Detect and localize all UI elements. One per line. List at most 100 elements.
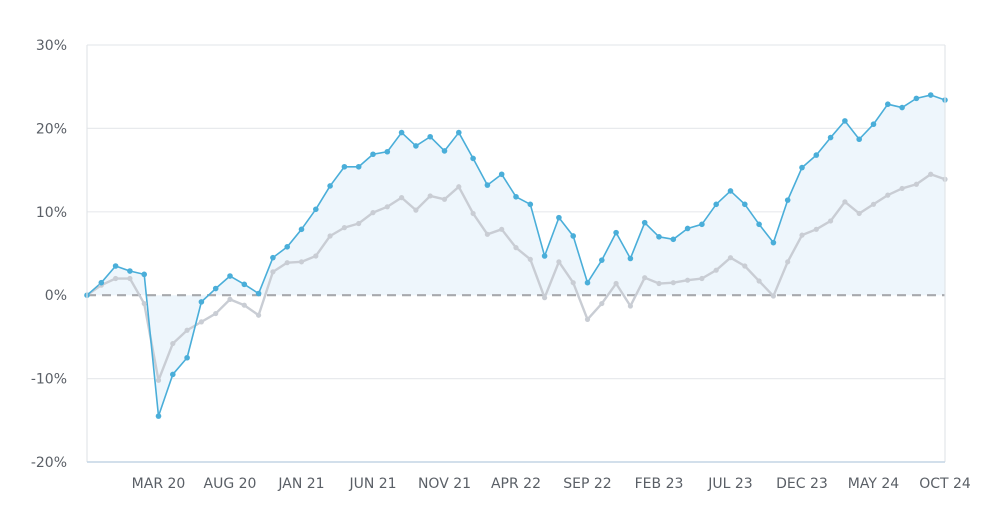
series-1-area (87, 95, 945, 417)
series-1-point (398, 129, 405, 136)
series-2-point (870, 201, 877, 207)
series-1-point (227, 273, 233, 279)
series-2-point (441, 196, 448, 202)
series-2-point (399, 195, 405, 201)
series-2-point (298, 259, 305, 265)
series-2-point (227, 296, 233, 302)
x-tick-label: DEC 23 (776, 476, 828, 492)
series-2-point (828, 218, 834, 224)
series-1-point (184, 354, 190, 361)
series-1-point (842, 118, 848, 124)
series-2-point (484, 231, 490, 237)
series-1-point (170, 371, 176, 378)
series-1-point (370, 151, 376, 158)
series-2-point (928, 171, 934, 177)
x-tick-label: JUN 21 (348, 476, 396, 492)
series-1-point (441, 148, 448, 154)
series-2-point (556, 259, 562, 265)
series-2-point (599, 300, 605, 307)
series-1-point (341, 163, 348, 170)
series-2-point (499, 226, 505, 232)
series-1-point (885, 101, 891, 108)
x-tick-label: OCT 24 (919, 476, 971, 492)
series-1-point (570, 233, 576, 239)
y-tick-label: 10% (36, 205, 67, 221)
series-2-point (327, 233, 333, 239)
series-1-point (127, 268, 133, 274)
series-1-point (427, 133, 434, 140)
series-1-point (584, 279, 591, 286)
x-tick-label: AUG 20 (204, 476, 257, 492)
series-2-point (356, 220, 362, 227)
series-1-point (270, 254, 276, 261)
series-2-point (842, 199, 848, 205)
series-1-point (298, 226, 305, 233)
series-2-point (155, 377, 162, 383)
series-1-point (355, 163, 362, 170)
series-2-point (542, 295, 548, 301)
series-2-point (899, 185, 905, 192)
series-2-point (813, 226, 819, 232)
series-2-point (141, 300, 147, 307)
series-1-point (327, 183, 333, 189)
series-1-point (627, 255, 634, 262)
series-1-point (899, 104, 905, 111)
series-1-point (112, 263, 119, 269)
series-2-point (656, 280, 662, 287)
series-1-point (413, 143, 419, 149)
series-2-point (470, 210, 476, 217)
series-2-point (198, 319, 204, 325)
series-2-point (184, 327, 190, 333)
series-1-point (856, 136, 862, 143)
series-1-point (513, 193, 519, 200)
series-2-point (284, 260, 290, 266)
x-tick-label: JUL 23 (707, 476, 752, 492)
series-2-point (713, 267, 719, 273)
series-1-point (284, 244, 291, 250)
series-1-point (470, 155, 476, 162)
series-2-point (456, 184, 462, 190)
series-2-point (113, 275, 119, 282)
y-axis-tick-labels: -20% -10% 0% 10% 20% 30% (31, 38, 67, 471)
series-1-point (756, 221, 762, 228)
series-1-point (255, 290, 262, 297)
series-1-point (155, 413, 162, 419)
series-1-point (784, 197, 791, 203)
y-tick-label: 30% (36, 38, 67, 54)
series-1-point (799, 164, 805, 171)
series-1-point (827, 134, 834, 141)
series-1-point (498, 171, 505, 178)
x-tick-label: MAR 20 (132, 476, 186, 492)
x-tick-label: FEB 23 (635, 476, 684, 492)
series-2-point (742, 263, 748, 269)
series-2-point (213, 310, 219, 317)
series-2-point (270, 269, 276, 275)
series-area-fill (87, 95, 945, 417)
series-1-point (456, 129, 462, 136)
series-1-point (613, 229, 619, 236)
y-tick-label: 20% (36, 121, 67, 137)
series-2-point (885, 192, 891, 198)
series-2-point (313, 253, 319, 259)
series-2-point (513, 245, 519, 251)
series-2-point (613, 280, 619, 287)
series-2-point (699, 275, 705, 282)
series-2-point (727, 255, 734, 261)
series-2-point (685, 277, 691, 283)
series-2-point (127, 275, 133, 282)
series-1-point (727, 188, 734, 194)
series-1-point (713, 201, 719, 208)
series-2-point (341, 225, 347, 231)
series-2-point (241, 302, 247, 308)
series-1-point (670, 236, 677, 243)
series-2-point (527, 256, 533, 262)
x-tick-label: MAY 24 (848, 476, 899, 492)
x-tick-label: APR 22 (491, 476, 541, 492)
series-1-point (384, 148, 391, 155)
series-1-point (541, 253, 548, 259)
series-2-point (770, 293, 777, 299)
series-1-point (556, 214, 562, 221)
series-2-point (370, 210, 376, 216)
